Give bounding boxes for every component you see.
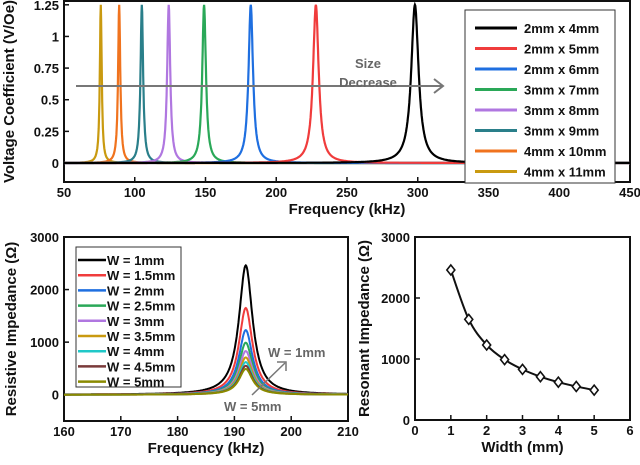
legend-label: 4mm x 10mm xyxy=(524,144,606,159)
x-tick-label: 0 xyxy=(411,423,418,438)
x-tick-label: 350 xyxy=(478,185,500,200)
legend-label: 2mm x 5mm xyxy=(524,42,599,57)
resistive-impedance-chart: 160 170 180 190 200 210 0 1000 2000 3000 Frequency… xyxy=(3,230,359,457)
data-point-marker xyxy=(445,263,456,277)
y-tick-label: 1.25 xyxy=(34,0,59,13)
plot-frame xyxy=(414,236,631,421)
y-tick-label: 0.25 xyxy=(34,124,59,139)
x-tick-label: 190 xyxy=(224,424,246,439)
y-tick-label: 0 xyxy=(403,413,410,428)
data-point-marker xyxy=(517,363,528,376)
x-tick-label: 180 xyxy=(167,424,189,439)
arrow-head xyxy=(433,78,445,94)
voltage-coefficient-chart: 50 100 150 200 250 300 350 400 450 0 0.25 0.5 0.75 1 1… xyxy=(1,0,640,218)
legend-label: 3mm x 9mm xyxy=(524,124,599,139)
y-tick-label: 3000 xyxy=(381,230,410,245)
legend-label: 2mm x 6mm xyxy=(524,62,599,77)
x-axis-label: Frequency (kHz) xyxy=(148,440,265,457)
legend: 2mm x 4mm 2mm x 5mm 2mm x 6mm 3mm x 7mm 3mm … xyxy=(464,9,616,184)
x-tick-label: 160 xyxy=(53,424,75,439)
legend-label: W = 4mm xyxy=(107,344,164,359)
x-tick-label: 1 xyxy=(447,423,454,438)
y-tick-label: 1000 xyxy=(381,352,410,367)
legend-label: W = 5mm xyxy=(107,375,164,390)
legend-label: W = 3mm xyxy=(107,314,164,329)
x-tick-label: 450 xyxy=(619,185,640,200)
width-arrow xyxy=(251,362,286,396)
legend-label: W = 2.5mm xyxy=(107,299,175,314)
data-point-marker xyxy=(481,338,492,352)
x-tick-label: 3 xyxy=(519,423,526,438)
x-tick-label: 4 xyxy=(555,423,563,438)
y-tick-label: 1 xyxy=(52,29,59,44)
annotation-w5: W = 5mm xyxy=(224,399,281,414)
y-axis-label: Resonant Impedance (Ω) xyxy=(356,240,373,417)
legend-label: W = 4.5mm xyxy=(107,359,175,374)
x-tick-label: 200 xyxy=(280,424,302,439)
data-point-marker xyxy=(553,375,564,389)
x-axis-label: Frequency (kHz) xyxy=(289,201,406,218)
x-tick-label: 210 xyxy=(337,424,359,439)
y-tick-label: 2000 xyxy=(381,291,410,306)
legend-label: W = 1.5mm xyxy=(107,268,175,283)
legend-label: W = 1mm xyxy=(107,253,164,268)
legend-label: 3mm x 8mm xyxy=(524,103,599,118)
annotation-size: Size xyxy=(355,56,381,71)
x-tick-label: 170 xyxy=(110,424,132,439)
data-point-marker xyxy=(589,383,600,397)
y-tick-label: 0.75 xyxy=(34,61,59,76)
data-point-marker xyxy=(535,370,546,383)
arrow-head xyxy=(277,361,287,371)
y-tick-label: 1000 xyxy=(30,335,59,350)
data-point-marker xyxy=(499,353,510,366)
x-tick-label: 250 xyxy=(336,185,358,200)
x-tick-label: 150 xyxy=(195,185,217,200)
data-point-marker xyxy=(571,380,582,393)
y-tick-label: 0.5 xyxy=(41,93,59,108)
legend-label: 3mm x 7mm xyxy=(524,83,599,98)
legend-label: W = 3.5mm xyxy=(107,329,175,344)
x-axis-label: Width (mm) xyxy=(481,439,563,456)
x-tick-label: 200 xyxy=(265,185,287,200)
resonant-impedance-chart: 0 1 2 3 4 5 6 0 1000 2000 3000 Width (mm) Resonant I… xyxy=(356,230,634,456)
legend-label: 4mm x 11mm xyxy=(524,165,606,180)
x-tick-label: 5 xyxy=(591,423,598,438)
x-tick-label: 50 xyxy=(57,185,71,200)
x-tick-label: 300 xyxy=(407,185,429,200)
annotation-w1: W = 1mm xyxy=(268,345,325,360)
x-tick-label: 6 xyxy=(626,423,633,438)
legend-frame xyxy=(75,246,182,388)
legend-label: W = 2mm xyxy=(107,283,164,298)
legend-frame xyxy=(464,9,616,184)
series-line-W5mm xyxy=(64,367,348,396)
y-tick-label: 0 xyxy=(52,388,59,403)
y-tick-label: 3000 xyxy=(30,230,59,245)
plot-frame xyxy=(63,236,349,422)
annotation-decrease: Decrease xyxy=(339,75,397,90)
x-tick-label: 400 xyxy=(548,185,570,200)
x-tick-label: 100 xyxy=(124,185,146,200)
y-tick-label: 0 xyxy=(52,156,59,171)
x-tick-label: 2 xyxy=(483,423,490,438)
data-point-marker xyxy=(463,313,474,326)
legend-label: 2mm x 4mm xyxy=(524,21,599,36)
y-axis-label: Voltage Coefficient (V/Oe) xyxy=(1,0,18,183)
y-axis-label: Resistive Impedance (Ω) xyxy=(3,242,20,417)
y-tick-label: 2000 xyxy=(30,283,59,298)
